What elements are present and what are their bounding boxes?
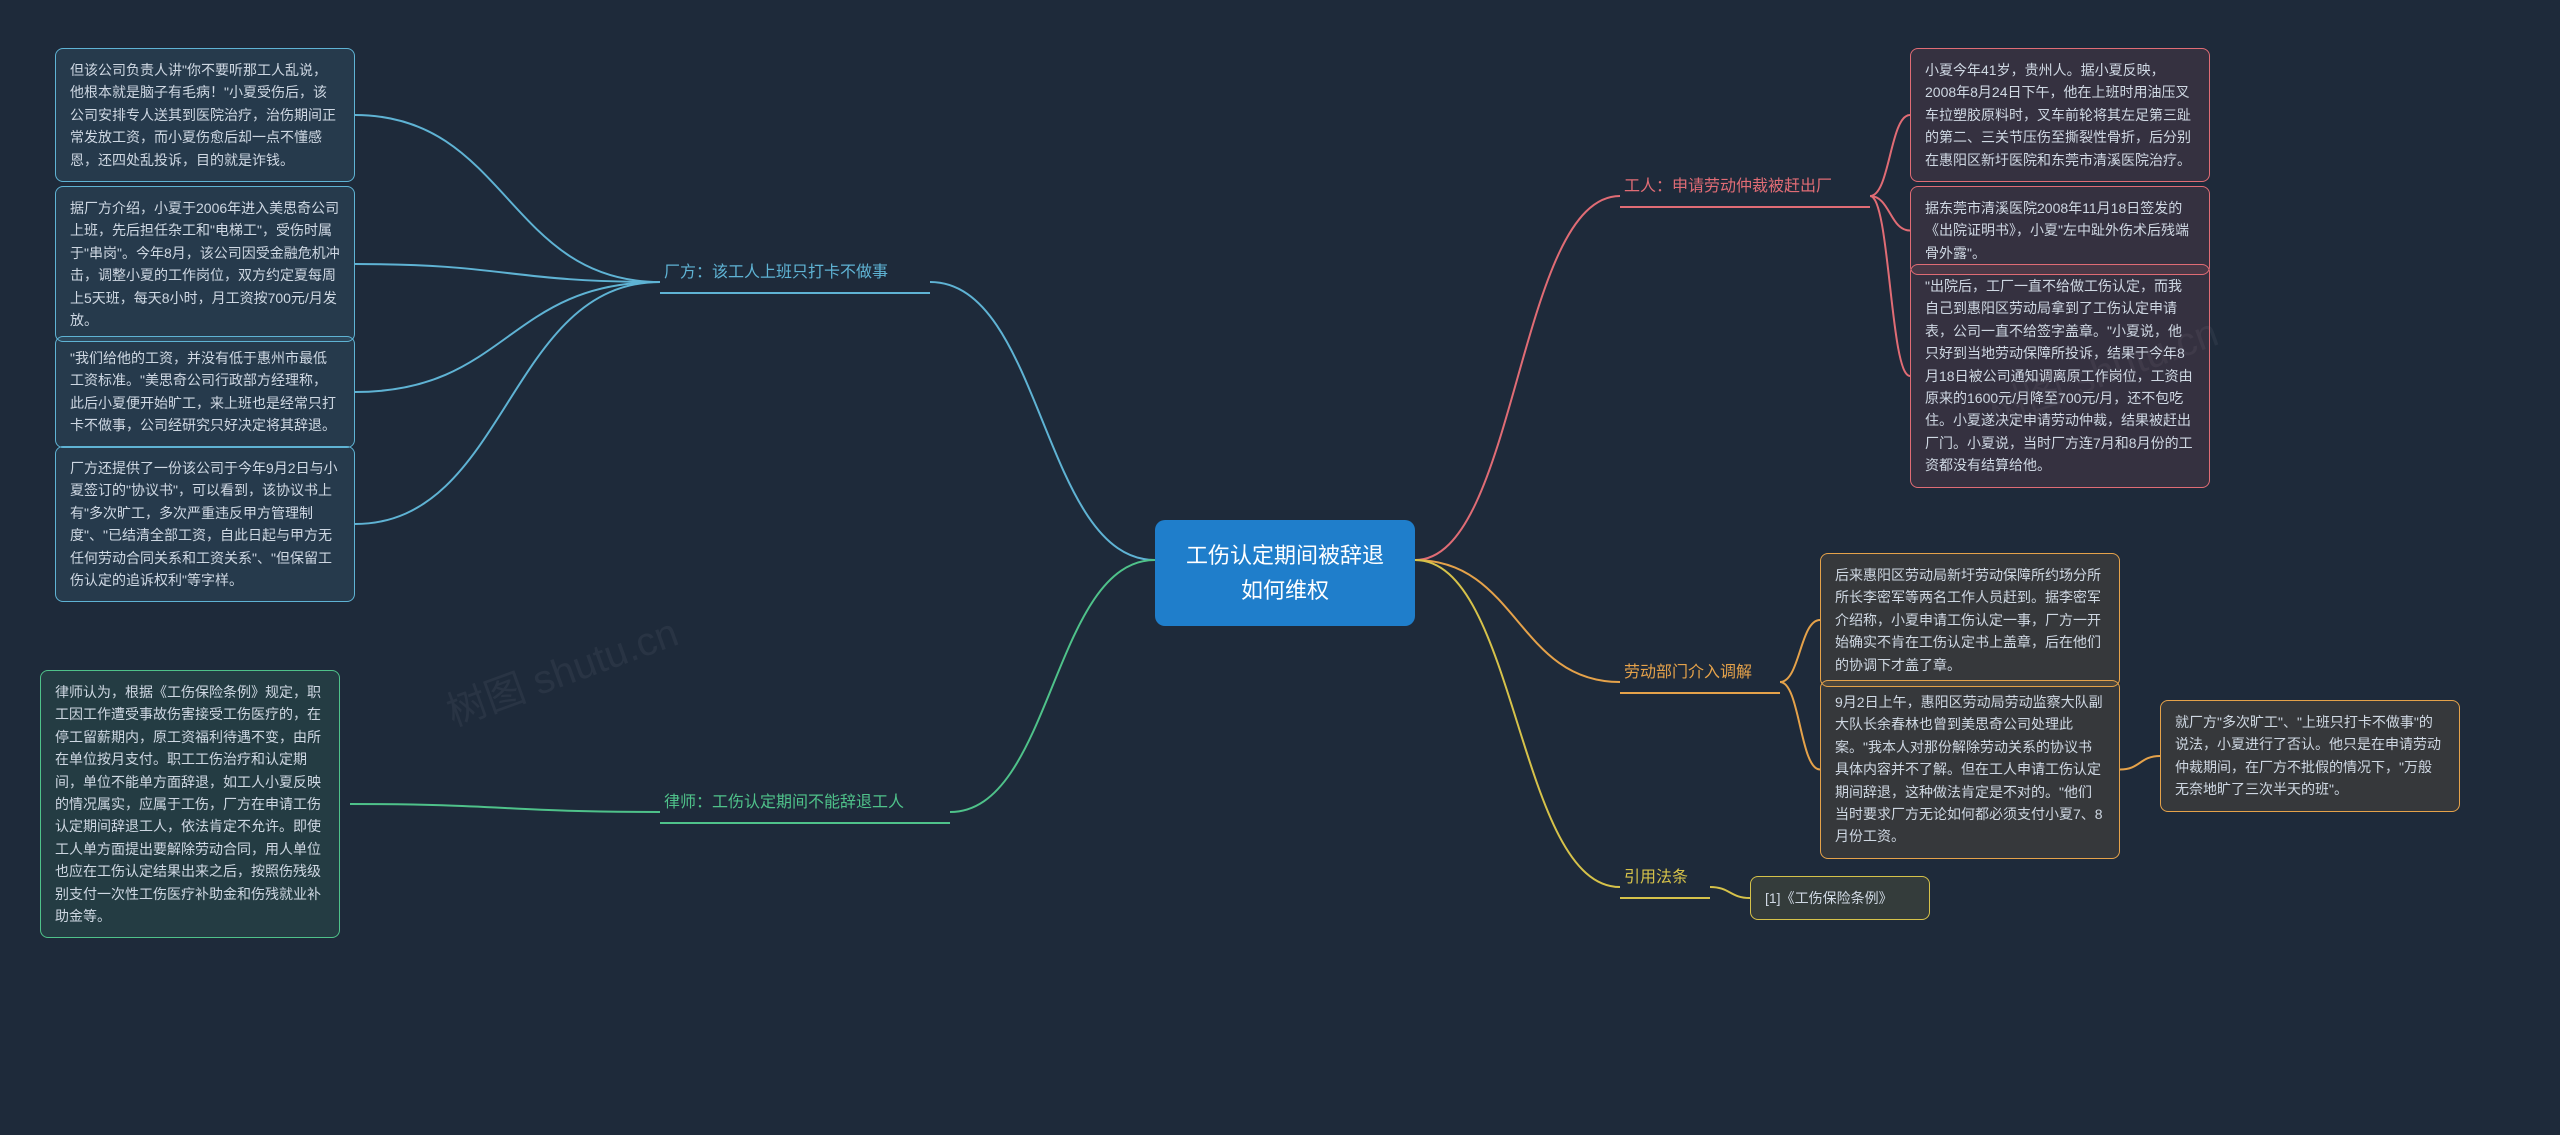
leaf-b4l4: 厂方还提供了一份该公司于今年9月2日与小夏签订的"协议书"，可以看到，该协议书上… [55,446,355,602]
leaf-b4l3: "我们给他的工资，并没有低于惠州市最低工资标准。"美思奇公司行政部方经理称，此后… [55,336,355,448]
leaf-b2l1: 后来惠阳区劳动局新圩劳动保障所约场分所所长李密军等两名工作人员赶到。据李密军介绍… [1820,553,2120,687]
leaf-b5l1: 律师认为，根据《工伤保险条例》规定，职工因工作遭受事故伤害接受工伤医疗的，在停工… [40,670,340,938]
branch-b1: 工人：申请劳动仲裁被赶出厂 [1620,168,1870,208]
branch-b4: 厂方：该工人上班只打卡不做事 [660,254,930,294]
leaf-b4l1: 但该公司负责人讲"你不要听那工人乱说，他根本就是脑子有毛病！"小夏受伤后，该公司… [55,48,355,182]
branch-b2: 劳动部门介入调解 [1620,654,1780,694]
leaf-b2l2c: 就厂方"多次旷工"、"上班只打卡不做事"的说法，小夏进行了否认。他只是在申请劳动… [2160,700,2460,812]
root-node: 工伤认定期间被辞退如何维权 [1155,520,1415,626]
branch-b5: 律师：工伤认定期间不能辞退工人 [660,784,950,824]
leaf-b3l1: [1]《工伤保险条例》 [1750,876,1930,920]
branch-b3: 引用法条 [1620,859,1710,899]
leaf-b2l2: 9月2日上午，惠阳区劳动局劳动监察大队副大队长余春林也曾到美思奇公司处理此案。"… [1820,680,2120,859]
leaf-b1l2: 据东莞市清溪医院2008年11月18日签发的《出院证明书》，小夏"左中趾外伤术后… [1910,186,2210,275]
leaf-b4l2: 据厂方介绍，小夏于2006年进入美思奇公司上班，先后担任杂工和"电梯工"，受伤时… [55,186,355,342]
leaf-b1l3: "出院后，工厂一直不给做工伤认定，而我自己到惠阳区劳动局拿到了工伤认定申请表，公… [1910,264,2210,488]
leaf-b1l1: 小夏今年41岁，贵州人。据小夏反映，2008年8月24日下午，他在上班时用油压叉… [1910,48,2210,182]
